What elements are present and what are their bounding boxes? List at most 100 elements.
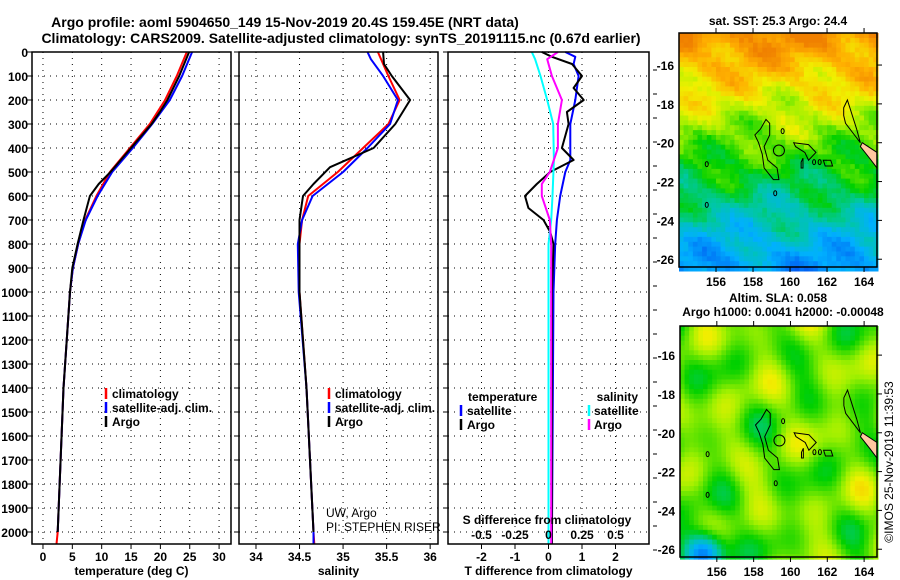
map-cell [693,418,699,424]
map-cell [850,57,856,63]
map-cell [850,360,856,366]
map-cell [688,120,694,126]
map-cell [776,96,782,102]
map-cell [818,427,824,434]
map-cell [836,427,842,434]
map-cell [734,207,740,214]
map-cell [785,544,792,550]
map-cell [864,198,870,204]
map-cell [794,183,800,189]
map-cell [817,144,823,151]
map-cell [716,364,722,371]
map-cell [734,42,740,49]
map-cell [734,193,740,199]
map-cell [720,178,726,185]
map-cell [684,471,690,478]
map-cell [721,500,727,507]
map-cell [688,42,694,49]
map-cell [707,360,713,366]
map-cell [767,432,773,439]
map-cell [813,466,819,473]
map-cell [753,505,759,512]
map-cell [739,159,745,165]
map-cell [698,427,704,434]
map-cell [868,266,874,272]
map-cell [771,207,777,214]
x2-tick-label: 0.5 [607,528,624,542]
map-cell [776,42,782,49]
map-cell [684,340,690,347]
map-cell [735,525,741,531]
map-cell [762,461,769,468]
map-cell [735,369,741,376]
map-cell [716,471,722,478]
map-cell [753,71,759,78]
map-cell [767,491,773,497]
map-cell [799,62,805,68]
map-cell [706,266,712,272]
map-cell [689,340,695,347]
depth-tick-label: 1800 [1,478,28,492]
map-cell [772,442,778,448]
map-cell [680,471,686,478]
map-cell [790,442,796,448]
map-cell [794,101,800,107]
map-cell [803,159,810,165]
map-cell [703,539,709,545]
map-cell [749,379,755,385]
map-cell [734,86,740,92]
map-cell [873,408,879,414]
map-cell [716,212,722,219]
map-cell [868,326,874,332]
map-cell [827,202,833,209]
map-cell [739,173,745,180]
map-cell [720,125,726,131]
map-cell [693,360,699,366]
map-cell [679,164,685,170]
map-cell [697,198,703,204]
map-cell [808,495,815,502]
map-cell [822,525,828,531]
depth-tick-label: 200 [8,94,28,108]
map-cell [730,369,736,376]
map-cell [721,326,727,332]
map-cell [735,466,741,473]
map-cell [795,398,801,405]
map-cell [680,486,686,492]
map-cell [744,505,750,512]
map-cell [734,110,740,117]
map-cell [808,544,815,550]
map-cell [698,461,704,468]
map-cell [702,236,708,243]
map-cell [689,534,695,541]
map-cell [785,246,791,253]
map-cell [813,130,819,136]
map-cell [845,384,851,390]
map-cell [772,529,778,536]
map-cell [817,125,823,131]
map-cell [748,37,754,44]
map-cell [836,500,842,507]
map-cell [864,178,870,185]
map-cell [772,471,778,478]
map-cell [873,168,879,175]
map-cell [739,256,745,262]
map-cell [703,529,709,536]
map-cell [689,476,695,482]
map-cell [684,408,690,414]
map-cell [707,544,713,550]
map-cell [794,256,800,262]
map-cell [813,105,819,112]
map-cell [716,437,722,444]
map-cell [831,330,838,337]
map-cell [790,110,796,117]
map-cell [868,335,874,342]
map-cell [762,101,768,107]
map-cell [679,232,685,238]
map-cell [864,67,870,73]
map-cell [813,364,819,371]
map-cell [703,384,709,390]
map-cell [840,173,847,180]
map-cell [808,525,815,531]
map-cell [850,525,856,531]
